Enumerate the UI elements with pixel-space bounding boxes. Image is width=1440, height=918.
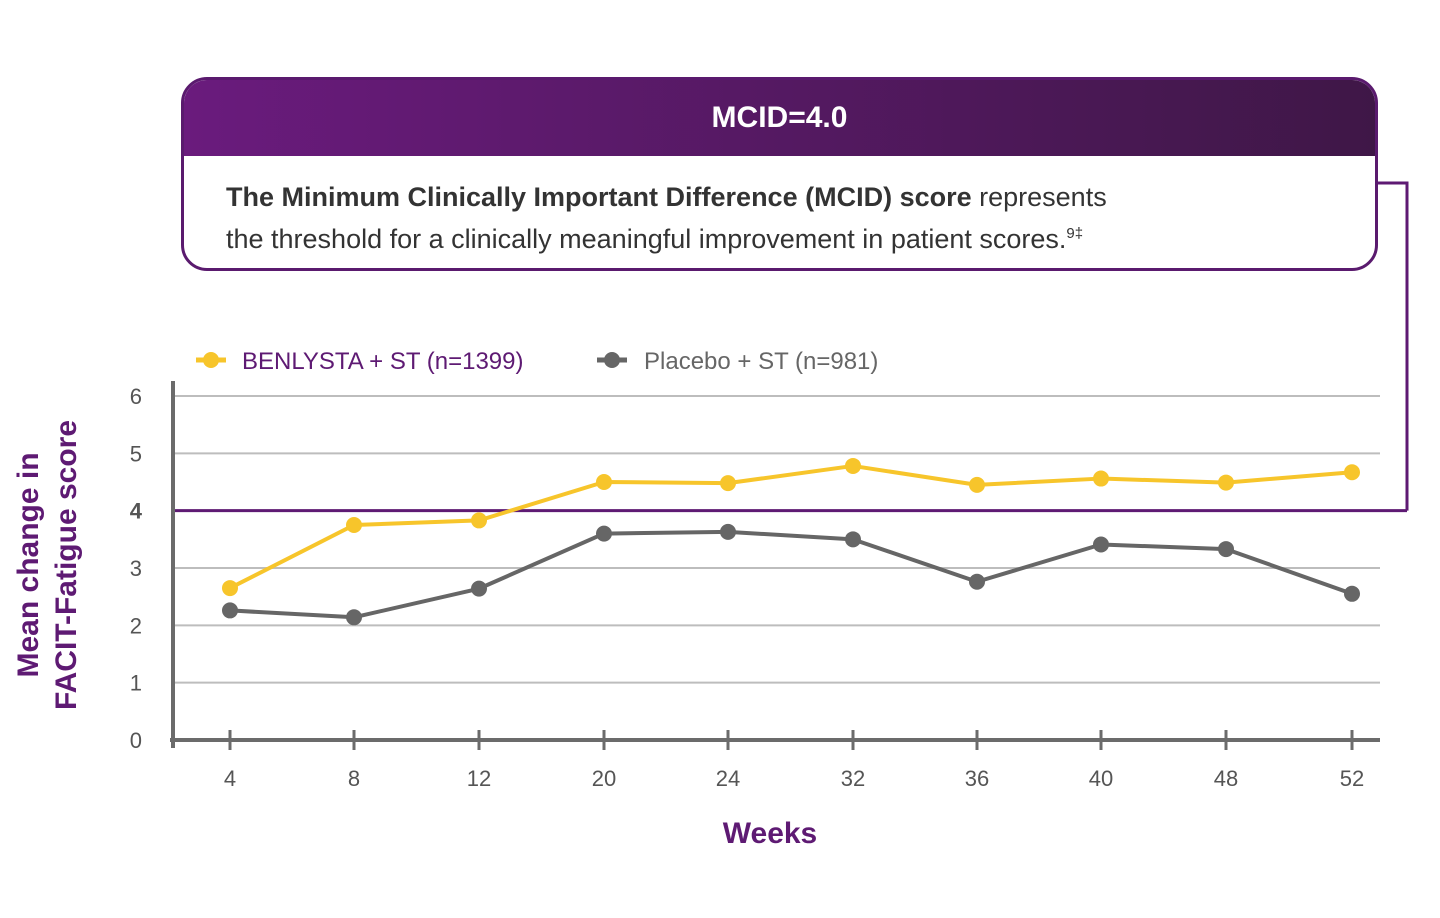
- y-axis-title-line-1: Mean change in: [12, 452, 45, 677]
- x-tick-label-20: 20: [592, 766, 616, 791]
- y-tick-label-5: 5: [130, 441, 142, 466]
- data-point-benlysta-week-8: [346, 517, 362, 533]
- mcid-connector-line: [1378, 181, 1409, 511]
- mcid-text-1: represents: [971, 182, 1107, 212]
- y-tick-label-2: 2: [130, 613, 142, 638]
- data-point-benlysta-week-48: [1218, 474, 1234, 491]
- x-tick-label-36: 36: [965, 766, 989, 791]
- data-point-benlysta-week-40: [1093, 470, 1109, 487]
- data-point-placebo-week-32: [845, 531, 861, 548]
- data-point-placebo-week-24: [720, 523, 736, 540]
- data-point-placebo-week-8: [346, 609, 362, 626]
- x-tick-label-48: 48: [1214, 766, 1238, 791]
- y-tick-label-4: 4: [130, 499, 143, 524]
- legend-item-placebo: Placebo + ST (n=981): [597, 348, 878, 375]
- series: [222, 457, 1360, 626]
- series-line-benlysta: [229, 463, 1353, 590]
- x-tick-label-40: 40: [1089, 766, 1113, 791]
- mcid-callout: MCID=4.0 The Minimum Clinically Importan…: [181, 77, 1378, 271]
- data-point-benlysta-week-20: [596, 474, 612, 490]
- mcid-description: The Minimum Clinically Important Differe…: [184, 156, 1375, 260]
- x-tick-label-12: 12: [467, 766, 491, 791]
- data-point-benlysta-week-4: [222, 580, 238, 597]
- gridlines: [173, 395, 1407, 684]
- data-point-benlysta-week-52: [1344, 464, 1360, 481]
- mcid-title: MCID=4.0: [184, 80, 1375, 156]
- x-tick-label-24: 24: [716, 766, 740, 791]
- data-point-placebo-week-52: [1344, 585, 1360, 602]
- data-point-placebo-week-4: [222, 602, 238, 619]
- legend-label-benlysta: BENLYSTA + ST (n=1399): [242, 348, 523, 375]
- legend: BENLYSTA + ST (n=1399) Placebo + ST (n=9…: [196, 348, 878, 375]
- data-point-benlysta-week-12: [471, 512, 487, 529]
- x-tick-label-8: 8: [348, 766, 360, 791]
- legend-marker-benlysta: [203, 352, 219, 368]
- data-point-benlysta-week-24: [720, 475, 736, 492]
- y-tick-label-0: 0: [130, 728, 142, 753]
- x-axis-title: Weeks: [723, 817, 818, 850]
- mcid-bold-text: The Minimum Clinically Important Differe…: [226, 182, 972, 212]
- x-tick-label-4: 4: [224, 766, 236, 791]
- data-point-placebo-week-48: [1218, 541, 1234, 558]
- data-point-benlysta-week-36: [969, 476, 985, 493]
- series-line-placebo: [229, 529, 1353, 620]
- data-point-placebo-week-36: [969, 573, 985, 590]
- data-point-placebo-week-20: [596, 525, 612, 542]
- data-point-placebo-week-40: [1093, 536, 1109, 553]
- y-axis-title-line-2: FACIT-Fatigue score: [50, 420, 83, 710]
- x-tick-label-52: 52: [1340, 766, 1364, 791]
- mcid-superscript: 9‡: [1066, 225, 1084, 242]
- mcid-text-2: the threshold for a clinically meaningfu…: [226, 224, 1067, 254]
- x-tick-label-32: 32: [841, 766, 865, 791]
- y-tick-label-3: 3: [130, 556, 142, 581]
- y-axis-title: Mean change in FACIT-Fatigue score: [12, 420, 83, 710]
- legend-item-benlysta: BENLYSTA + ST (n=1399): [196, 348, 523, 375]
- y-tick-label-1: 1: [130, 671, 142, 696]
- data-point-placebo-week-12: [471, 580, 487, 597]
- data-point-benlysta-week-32: [845, 457, 861, 474]
- legend-label-placebo: Placebo + ST (n=981): [644, 348, 878, 375]
- y-tick-label-6: 6: [130, 384, 142, 409]
- legend-marker-placebo: [604, 352, 620, 368]
